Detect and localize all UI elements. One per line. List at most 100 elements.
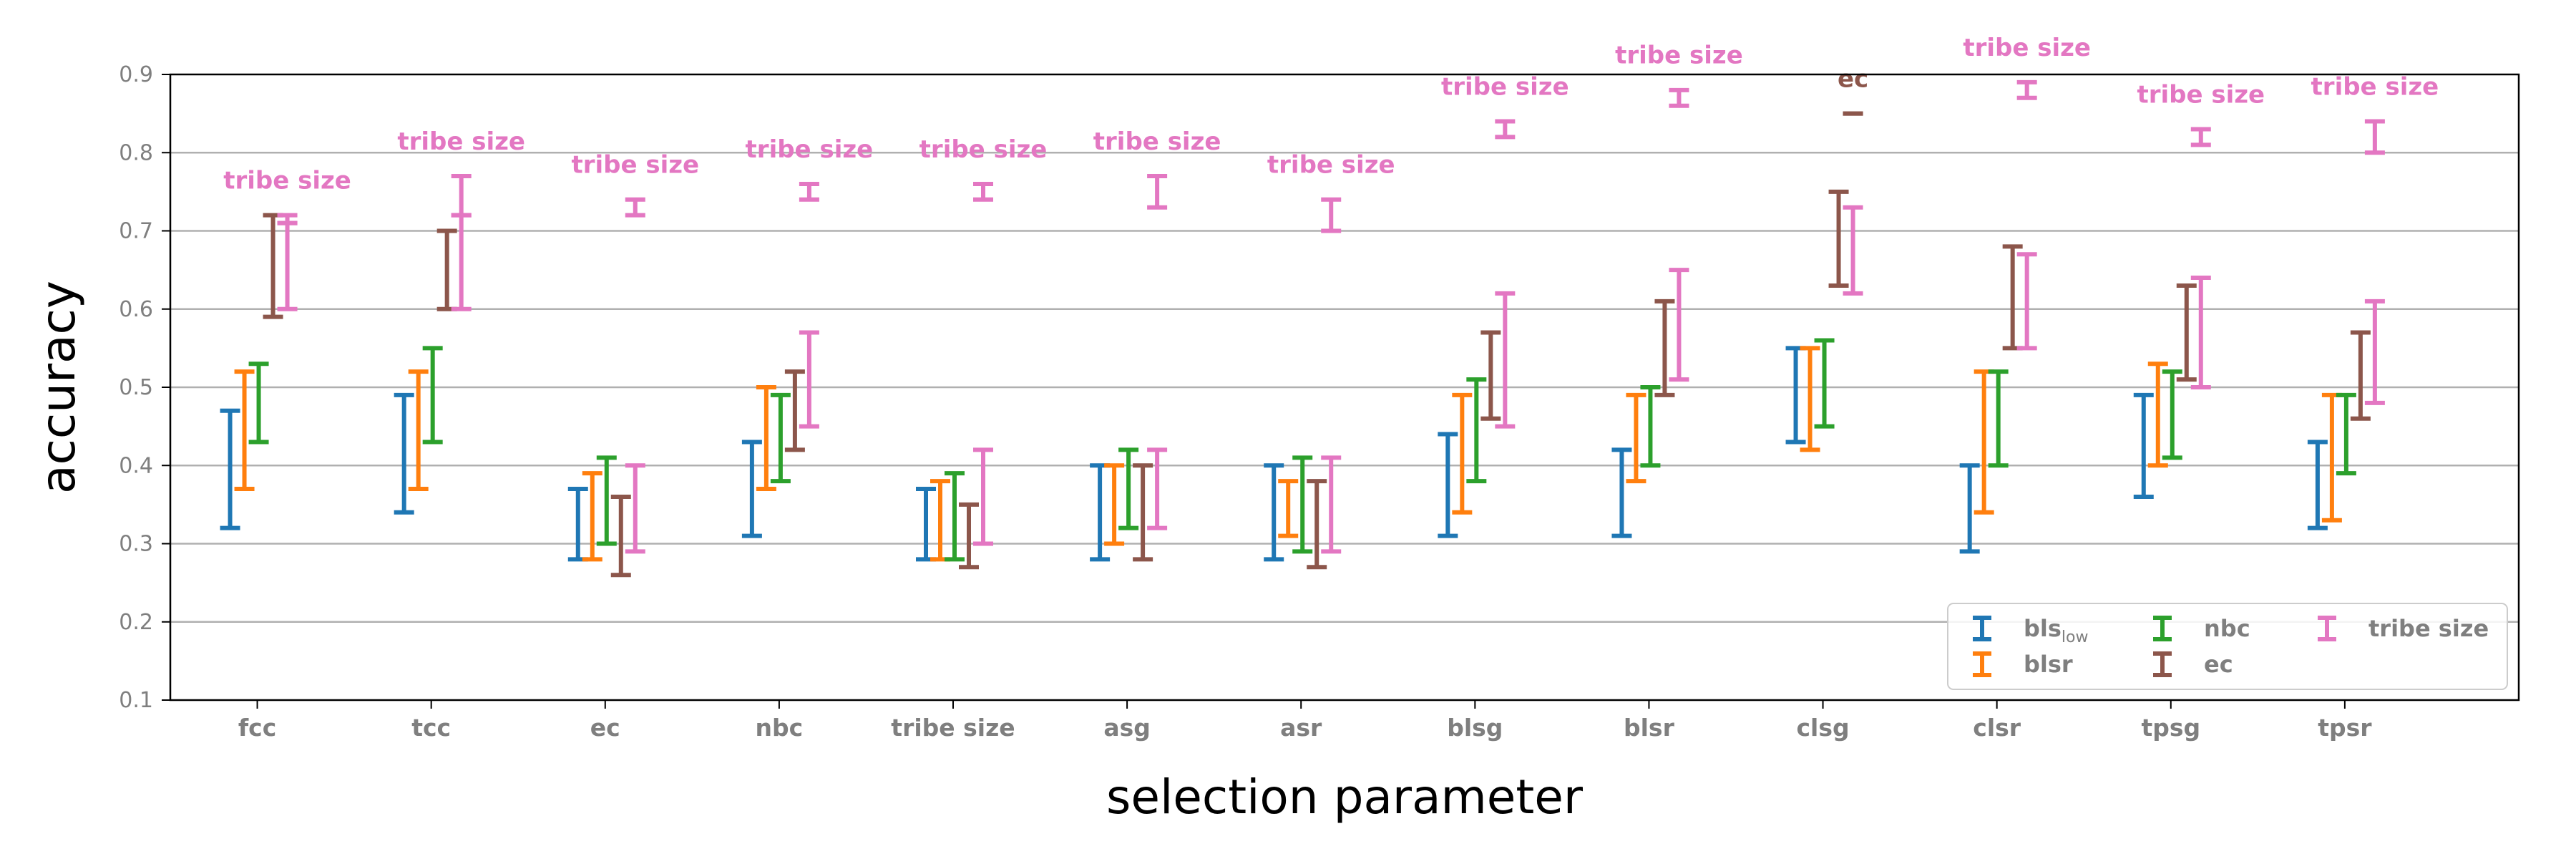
x-tick-label: ec [590,714,620,742]
best-bar [277,213,298,225]
error-bar-tribe-size [2016,252,2037,351]
best-bar [799,181,819,202]
error-bar-bls-low [394,392,414,515]
error-bar-nbc [248,361,269,445]
best-bar [2016,79,2037,100]
error-bar-bls-low [2133,392,2154,499]
plot-frame [169,73,2520,702]
error-bar-tribe-size [2364,299,2385,405]
best-bar [625,197,645,218]
error-bar-blsr [1800,346,1820,452]
error-bar-nbc [422,346,443,445]
legend-label: blsr [2024,651,2073,678]
error-bar-nbc [596,455,617,546]
error-bar-nbc [1988,369,2009,468]
x-tick-label: clsr [1973,714,2021,742]
y-tick-label: 0.8 [119,140,153,165]
error-bar-ec [1654,299,1675,397]
error-bar-ec [436,228,457,311]
x-axis-ticks: fcc tcc ec nbc tribe size asg asr blsg blsr clsg c… [238,700,2372,742]
error-bar-blsr [1452,392,1473,515]
legend-item-nbc: nbc [2153,615,2250,642]
best-label: tribe size [919,135,1048,164]
x-tick-label: tribe size [891,714,1015,742]
x-tick-label: tpsr [2318,714,2372,742]
error-bar-tribe-size [1321,455,1342,554]
y-tick-label: 0.1 [119,688,153,713]
best-label: tribe size [223,166,351,195]
error-bar-blsr [1278,479,1299,538]
legend-label: ec [2204,651,2233,678]
y-tick-label: 0.5 [119,375,153,400]
error-bar-blsr [2321,392,2342,523]
x-tick-label: nbc [756,714,804,742]
x-tick-label: asr [1280,714,1322,742]
error-bar-ec [1307,479,1327,570]
y-axis-ticks: 0.1 0.2 0.3 0.4 0.5 0.6 0.7 0.8 0.9 [119,62,170,713]
legend-box [1947,603,2508,690]
best-bar [1321,197,1342,233]
x-tick-label: tpsg [2141,714,2200,742]
best-label: tribe size [1441,72,1569,101]
best-label: tribe size [1267,151,1395,180]
error-bar-nbc [945,471,965,562]
best-bar [973,181,993,202]
error-bar-tribe-size [1495,291,1516,429]
grid-lines [170,152,2519,623]
best-bar [1495,119,1516,140]
error-bar-tribe-size [625,463,645,554]
error-bar-bls-low [2307,440,2328,530]
error-bar-blsr [756,385,776,492]
error-bar-ec [959,502,979,570]
error-bar-nbc [1814,338,1835,429]
legend-item-blsr: blsr [1973,651,2073,678]
error-bar-blsr [1974,369,1994,515]
error-bar-blsr [1104,463,1125,546]
best-label: tribe size [571,151,699,180]
best-bar [1147,174,1168,210]
error-bars [220,189,2385,578]
error-bar-ec [2002,244,2023,351]
y-axis-label: accuracy [31,281,86,494]
error-bar-bls-low [1959,463,1980,554]
error-bar-blsr [1626,392,1646,484]
error-bar-bls-low [567,487,588,562]
error-bar-blsr [930,479,950,562]
error-bar-nbc [770,392,791,484]
error-bar-tribe-size [973,447,993,546]
error-bar-blsr [582,471,602,562]
x-tick-label: tcc [411,714,451,742]
error-bar-ec [1133,463,1153,562]
legend-label: nbc [2204,615,2250,642]
best-bar [1669,87,1689,108]
best-label: tribe size [2137,80,2265,109]
error-bar-bls-low [1264,463,1284,562]
error-bar-ec [1480,330,1501,421]
error-bar-bls-low [1785,346,1806,445]
error-bar-blsr [234,369,255,492]
x-tick-label: fcc [238,714,276,742]
error-bar-nbc [1640,385,1661,468]
y-tick-label: 0.6 [119,297,153,322]
error-bar-tribe-size [1669,268,1689,382]
error-bar-tribe-size [1147,447,1168,530]
error-bar-bls-low [741,440,762,538]
error-bar-ec [2350,330,2371,421]
best-bar [2190,127,2211,147]
best-label: tribe size [2311,72,2439,101]
x-tick-label: asg [1103,714,1151,742]
legend-label: tribe size [2368,615,2489,642]
error-bar-ec [2176,283,2197,382]
best-label: tribe size [1963,34,2091,62]
best-label: tribe size [397,127,525,156]
best-label: ec [1838,64,1868,93]
error-bar-nbc [1292,455,1313,554]
best-label: tribe size [1093,127,1221,156]
error-bar-ec [610,494,631,578]
x-tick-label: clsg [1796,714,1849,742]
best-label: tribe size [746,135,874,164]
error-bar-tribe-size [2190,276,2211,389]
x-tick-label: blsr [1624,714,1675,742]
best-bar [451,174,472,218]
x-tick-label: blsg [1447,714,1503,742]
